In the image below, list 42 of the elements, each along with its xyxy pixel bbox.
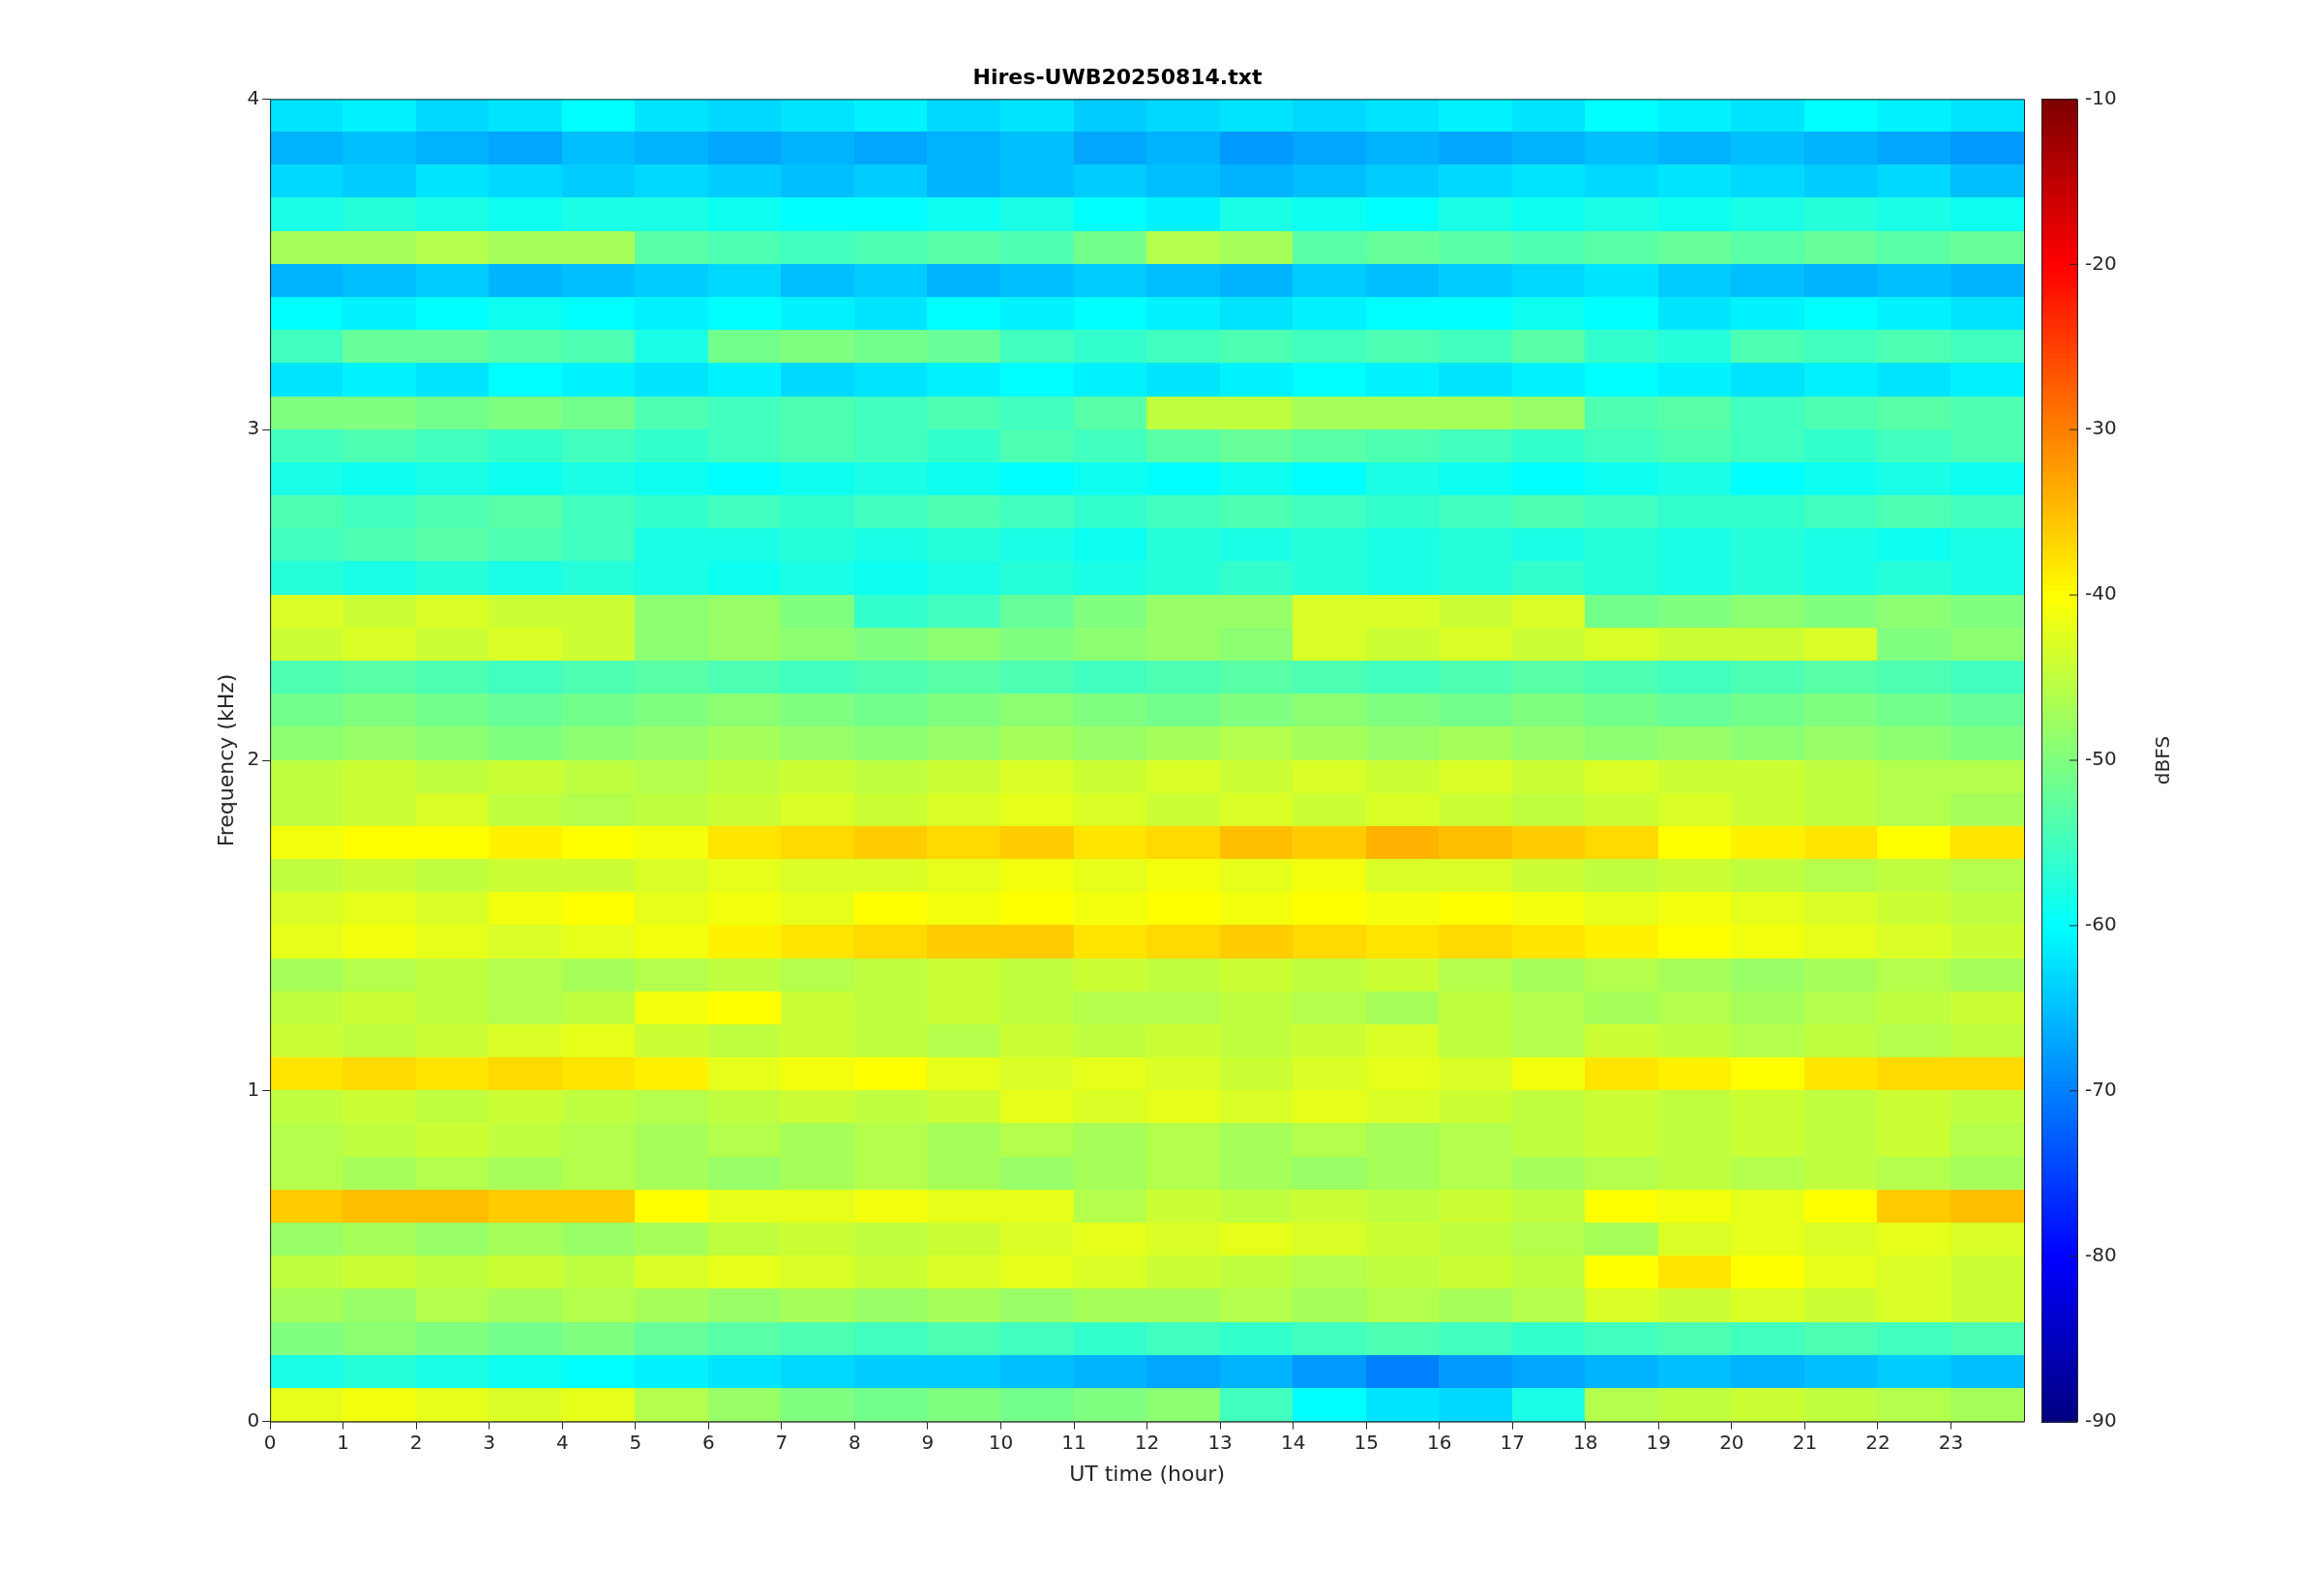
color-bar-label: -40 [2085, 581, 2117, 606]
x-tick-label: 4 [555, 1430, 569, 1454]
x-tick-label: 8 [848, 1430, 861, 1454]
x-tick-label: 20 [1719, 1430, 1744, 1454]
x-tick-label: 3 [483, 1430, 496, 1454]
x-tick-label: 5 [629, 1430, 642, 1454]
y-tick-label: 3 [247, 416, 260, 440]
x-tick-label: 22 [1865, 1430, 1890, 1454]
color-bar-label: -30 [2085, 416, 2117, 440]
x-tick-label: 21 [1792, 1430, 1818, 1454]
y-tick-label: 0 [247, 1407, 260, 1432]
chart-title: Hires-UWB20250814.txt [972, 64, 1263, 89]
y-tick-label: 1 [247, 1078, 260, 1101]
color-bar-label: -60 [2085, 912, 2117, 936]
color-bar-label: -90 [2085, 1407, 2117, 1432]
x-tick-label: 17 [1500, 1430, 1525, 1454]
y-axis-title: Frequency (kHz) [213, 673, 238, 847]
x-tick-label: 7 [775, 1430, 789, 1454]
x-tick-label: 15 [1354, 1430, 1379, 1454]
x-tick-label: 19 [1646, 1430, 1672, 1454]
x-tick-label: 23 [1938, 1430, 1964, 1454]
color-bar-label: -10 [2085, 85, 2117, 109]
y-tick-label: 2 [247, 747, 260, 771]
x-tick-label: 1 [337, 1430, 350, 1454]
x-tick-label: 14 [1280, 1430, 1306, 1454]
x-tick-label: 2 [409, 1430, 423, 1454]
x-tick-label: 16 [1426, 1430, 1452, 1454]
color-bar-label: -50 [2085, 747, 2117, 771]
x-tick-label: 6 [701, 1430, 715, 1454]
x-tick-label: 18 [1573, 1430, 1598, 1454]
x-tick-label: 13 [1207, 1430, 1233, 1454]
x-tick-label: 0 [263, 1430, 277, 1454]
y-tick-label: 4 [247, 85, 260, 109]
x-tick-label: 12 [1134, 1430, 1160, 1454]
color-bar-label: -70 [2085, 1078, 2117, 1101]
x-tick-label: 10 [988, 1430, 1014, 1454]
color-bar-label: -80 [2085, 1242, 2117, 1266]
x-tick-label: 9 [921, 1430, 935, 1454]
x-axis-title: UT time (hour) [1069, 1461, 1225, 1486]
x-tick-label: 11 [1061, 1430, 1087, 1454]
color-bar-label: -20 [2085, 251, 2117, 275]
color-bar-title: dBFS [2151, 735, 2175, 785]
